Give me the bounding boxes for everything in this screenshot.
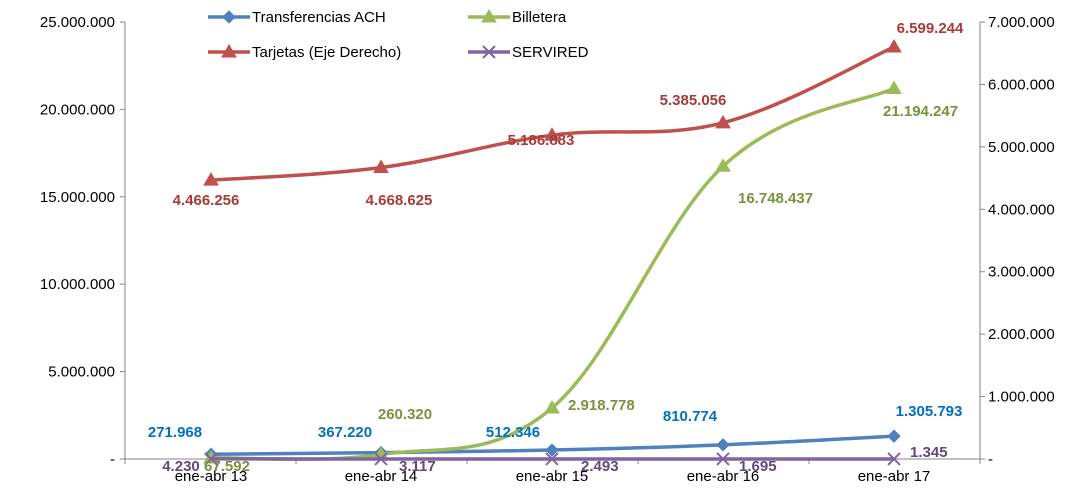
data-label: 21.194.247: [883, 103, 958, 120]
y-left-tick-label: 15.000.000: [40, 189, 115, 206]
data-label: 1.305.793: [896, 403, 963, 420]
y-left-tick-label: -: [110, 451, 115, 468]
y-left-tick-label: 5.000.000: [48, 364, 115, 381]
y-left-tick-label: 20.000.000: [40, 101, 115, 118]
data-label: 512.346: [486, 424, 540, 441]
y-right-tick-label: 1.000.000: [988, 389, 1055, 406]
legend-marker: [221, 44, 237, 58]
y-right-tick-label: 2.000.000: [988, 326, 1055, 343]
data-point: [544, 399, 560, 414]
y-right-tick-label: 7.000.000: [988, 14, 1055, 31]
data-label: 4.230: [162, 458, 200, 475]
legend-label: Tarjetas (Eje Derecho): [252, 44, 401, 61]
data-point: [204, 452, 218, 466]
data-point: [544, 127, 560, 141]
legend-label: Billetera: [512, 9, 567, 26]
data-point: [374, 452, 388, 466]
y-right-tick-label: 3.000.000: [988, 264, 1055, 281]
data-label: 6.599.244: [897, 20, 964, 37]
data-label: 4.668.625: [366, 192, 433, 209]
y-left-tick-label: 10.000.000: [40, 276, 115, 293]
data-point: [545, 443, 559, 457]
x-tick-label: ene-abr 17: [858, 468, 931, 485]
legend-label: SERVIRED: [512, 44, 589, 61]
series-line-tarjetas-eje-derecho: [210, 45, 895, 182]
x-tick-label: ene-abr 16: [687, 468, 760, 485]
data-point: [715, 158, 731, 172]
legend-marker: [482, 45, 496, 59]
data-point: [886, 80, 902, 95]
data-label: 4.466.256: [173, 192, 240, 209]
y-left-tick-label: 25.000.000: [40, 14, 115, 31]
data-label: 1.695: [739, 458, 777, 475]
legend-label: Transferencias ACH: [252, 9, 386, 26]
data-label: 367.220: [318, 424, 372, 441]
data-point: [887, 452, 901, 466]
x-tick-label: ene-abr 14: [345, 468, 418, 485]
y-right-tick-label: -: [988, 451, 993, 468]
y-right-tick-label: 6.000.000: [988, 76, 1055, 93]
legend-marker: [222, 10, 236, 24]
data-label: 67.592: [204, 458, 250, 475]
data-point: [715, 114, 731, 129]
data-label: 16.748.437: [738, 190, 813, 207]
data-label: 260.320: [378, 406, 432, 423]
y-right-tick-label: 4.000.000: [988, 201, 1055, 218]
data-label: 1.345: [910, 444, 948, 461]
data-point: [716, 438, 730, 452]
data-point: [373, 159, 389, 174]
data-point: [886, 39, 902, 53]
data-point: [716, 452, 730, 466]
data-label: 5.385.056: [660, 92, 727, 109]
data-label: 5.186.883: [508, 132, 575, 149]
x-tick-label: ene-abr 13: [175, 468, 248, 485]
data-point: [203, 172, 219, 186]
data-label: 2.493: [581, 458, 619, 475]
y-right-tick-label: 5.000.000: [988, 139, 1055, 156]
x-tick-label: ene-abr 15: [516, 468, 589, 485]
data-label: 271.968: [148, 424, 202, 441]
data-point: [887, 429, 901, 443]
legend-marker: [481, 9, 497, 23]
data-label: 2.918.778: [568, 397, 635, 414]
data-label: 810.774: [663, 408, 718, 425]
data-point: [545, 452, 559, 466]
data-label: 3.117: [399, 458, 436, 475]
